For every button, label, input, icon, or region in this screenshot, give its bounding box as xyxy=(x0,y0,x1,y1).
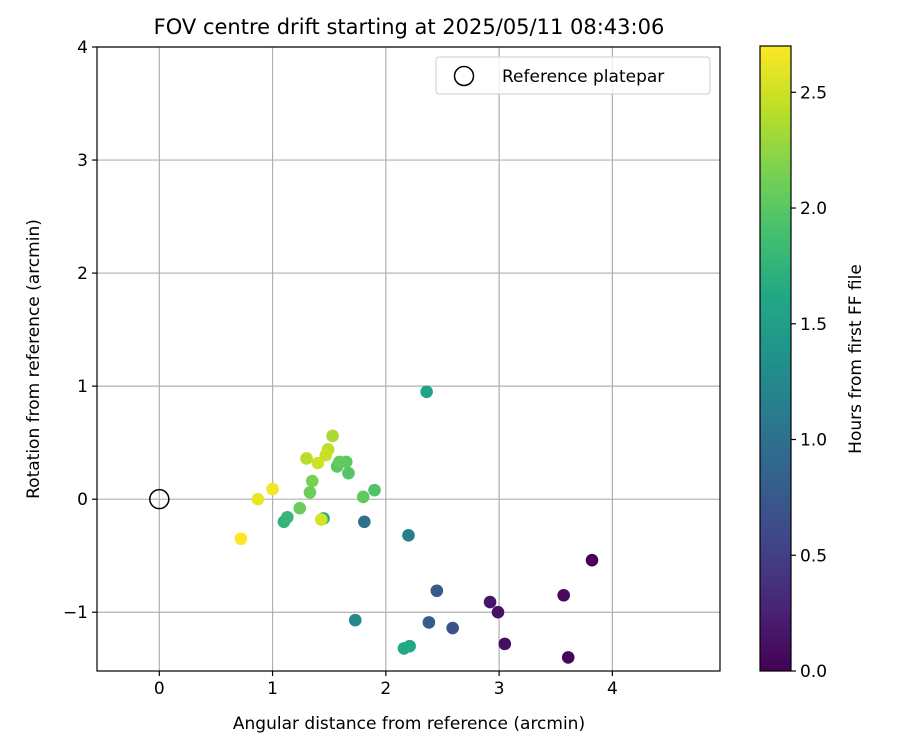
data-point xyxy=(342,466,355,480)
data-point xyxy=(368,483,381,497)
chart-title: FOV centre drift starting at 2025/05/11 … xyxy=(154,15,665,39)
data-points xyxy=(234,385,599,664)
reference-point xyxy=(149,488,170,510)
x-axis-ticks: 0 1 2 3 4 xyxy=(154,671,618,699)
x-tick-label: 0 xyxy=(154,679,165,699)
data-point xyxy=(557,588,570,602)
data-point xyxy=(491,605,505,619)
data-point xyxy=(333,455,346,469)
data-point xyxy=(397,642,411,655)
x-tick-label: 2 xyxy=(380,679,391,699)
y-tick-label: 2 xyxy=(77,264,88,284)
data-point xyxy=(561,651,575,664)
data-point xyxy=(314,513,328,526)
legend: Reference platepar xyxy=(435,56,711,95)
colorbar: 0.0 0.5 1.0 1.5 2.0 2.5 Hours from first FF f… xyxy=(759,45,866,682)
x-tick-label: 3 xyxy=(494,679,505,699)
data-point xyxy=(446,621,459,635)
plot-frame xyxy=(96,46,721,672)
data-point xyxy=(498,637,512,651)
data-point xyxy=(305,474,319,488)
y-tick-label: −1 xyxy=(63,603,88,623)
x-tick-label: 4 xyxy=(607,679,618,699)
colorbar-label: Hours from first FF file xyxy=(846,264,866,454)
data-point xyxy=(358,515,371,529)
x-tick-label: 1 xyxy=(267,679,278,699)
data-point xyxy=(293,501,307,515)
data-point xyxy=(356,490,370,504)
data-point xyxy=(266,482,279,496)
reference-point-layer xyxy=(149,488,170,510)
data-point xyxy=(420,385,433,399)
data-point xyxy=(483,595,497,609)
data-point xyxy=(319,448,333,462)
colorbar-tick-label: 2.0 xyxy=(800,199,827,219)
colorbar-tick-label: 2.5 xyxy=(800,83,827,103)
data-point xyxy=(402,529,415,542)
legend-box xyxy=(435,56,711,95)
data-point xyxy=(303,486,317,499)
legend-entry: Reference platepar xyxy=(502,67,664,87)
grid-lines xyxy=(97,46,720,671)
data-point xyxy=(326,429,339,443)
data-point xyxy=(422,616,436,629)
x-axis-label: Angular distance from reference (arcmin) xyxy=(233,714,585,734)
y-tick-label: 0 xyxy=(77,490,88,510)
colorbar-ticks: 0.0 0.5 1.0 1.5 2.0 2.5 xyxy=(791,83,827,682)
data-point xyxy=(311,456,325,470)
data-point xyxy=(251,492,265,506)
legend-marker-open-circle xyxy=(453,65,475,87)
y-axis-label: Rotation from reference (arcmin) xyxy=(24,219,44,499)
y-tick-label: 1 xyxy=(77,377,88,397)
colorbar-gradient xyxy=(759,45,792,672)
y-tick-label: 3 xyxy=(77,151,88,171)
y-axis-ticks: −1 0 1 2 3 4 xyxy=(63,38,97,623)
data-point xyxy=(430,584,444,598)
colorbar-tick-label: 0.0 xyxy=(800,662,827,682)
data-point xyxy=(234,532,248,546)
data-point xyxy=(300,452,313,465)
colorbar-tick-label: 1.5 xyxy=(800,315,827,335)
y-tick-label: 4 xyxy=(77,38,88,58)
colorbar-tick-label: 1.0 xyxy=(800,431,827,451)
data-point xyxy=(585,553,599,567)
data-point xyxy=(280,510,294,524)
colorbar-tick-label: 0.5 xyxy=(800,546,827,566)
data-point xyxy=(348,613,362,627)
